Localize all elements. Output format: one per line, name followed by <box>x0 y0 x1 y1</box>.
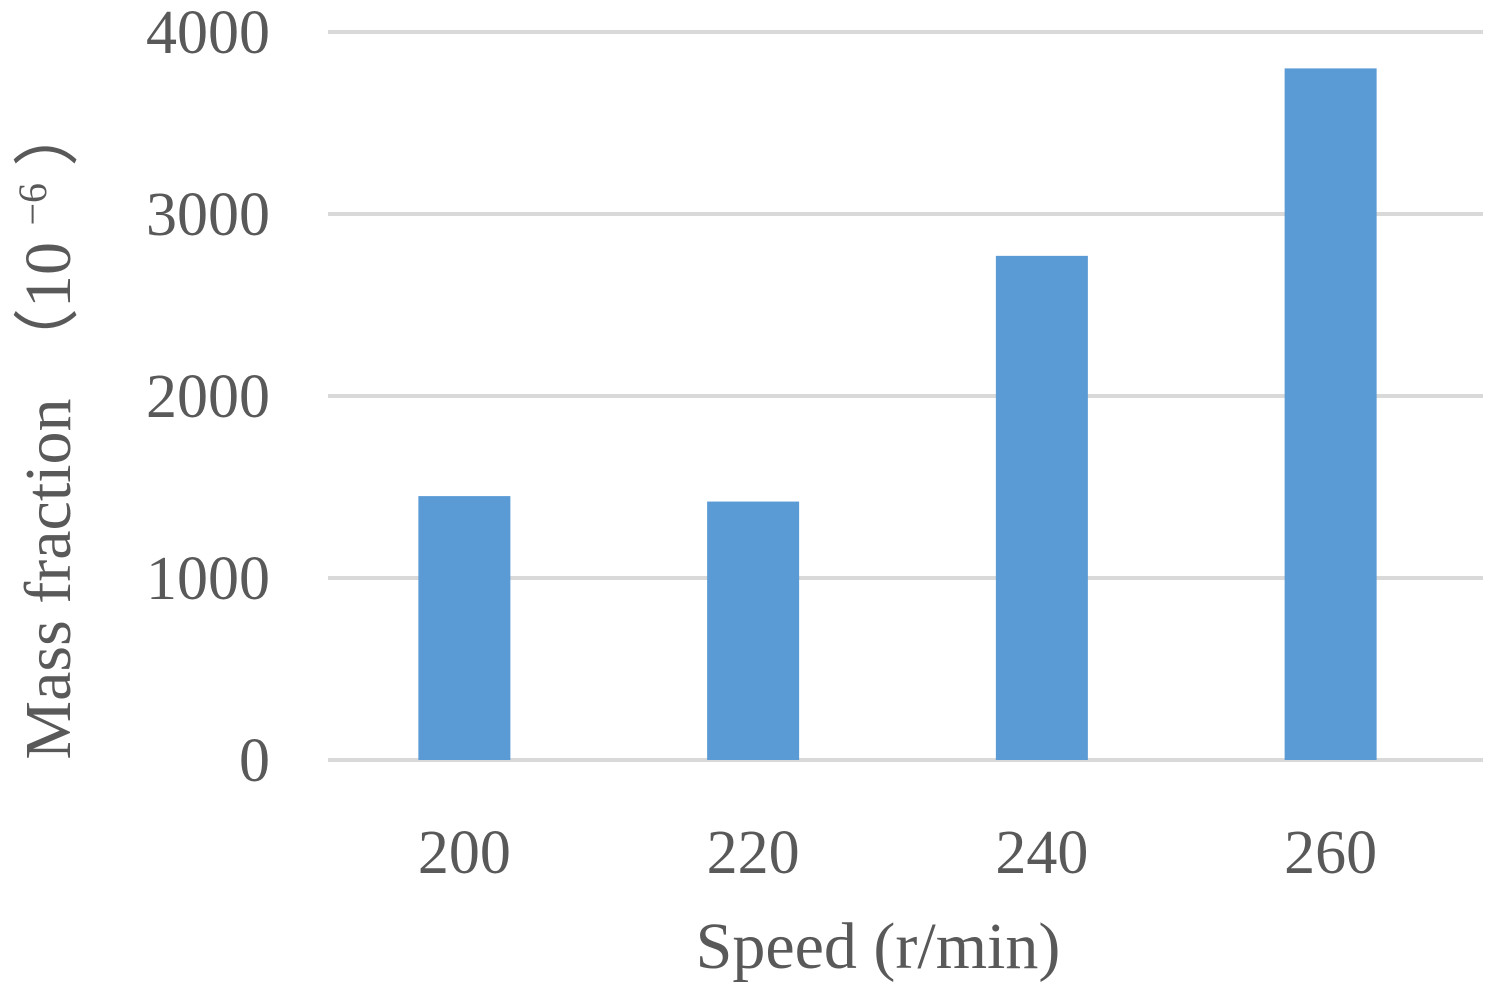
bars <box>418 68 1377 761</box>
y-axis-title-label: Mass fraction <box>12 398 85 759</box>
x-axis-title: Speed (r/min) <box>696 910 1061 983</box>
y-axis-ticks: 0 1000 2000 3000 4000 <box>146 0 270 795</box>
x-tick-label: 220 <box>707 819 800 887</box>
bar-220 <box>707 501 800 760</box>
bar-240 <box>995 255 1088 761</box>
bar-200 <box>418 496 511 760</box>
y-axis-unit-exponent: −6 <box>10 183 55 226</box>
y-axis-title: Mass fraction （10 −6 ） <box>0 100 85 759</box>
x-tick-label: 240 <box>995 819 1088 887</box>
y-tick-label: 4000 <box>146 0 270 67</box>
x-tick-label: 260 <box>1284 819 1377 887</box>
y-tick-label: 1000 <box>146 545 270 613</box>
bar-260 <box>1284 68 1377 760</box>
y-axis-unit-close: ） <box>12 100 85 166</box>
y-tick-label: 0 <box>239 727 270 795</box>
y-axis-unit-base: （10 <box>12 242 85 374</box>
x-tick-label: 200 <box>418 819 511 887</box>
y-tick-label: 3000 <box>146 181 270 249</box>
x-axis-ticks: 200 220 240 260 <box>418 819 1377 887</box>
y-tick-label: 2000 <box>146 363 270 431</box>
